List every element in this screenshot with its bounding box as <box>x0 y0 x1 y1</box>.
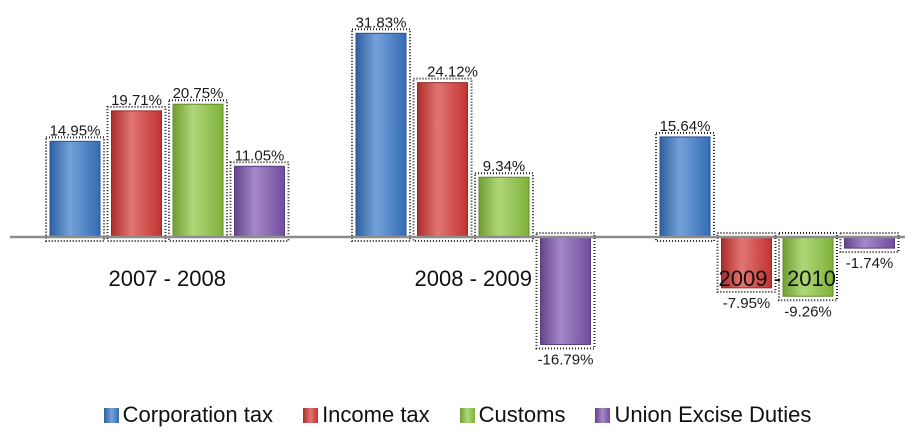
data-label-corporation-tax-1: 14.95% <box>50 122 101 139</box>
data-label-customs-3: -9.26% <box>784 303 832 320</box>
bar-corporation-tax-2 <box>355 32 407 238</box>
legend-item-corporation-tax: Corporation tax <box>103 402 274 428</box>
category-label-2: 2008 - 2009 <box>415 266 532 291</box>
bar-shadow <box>412 77 473 242</box>
bar-shadow <box>716 232 777 293</box>
data-label-income-tax-3: -7.95% <box>723 295 771 312</box>
legend-label-corporation-tax: Corporation tax <box>122 402 274 427</box>
bar-shadow <box>839 232 900 254</box>
bar-shadow <box>655 131 715 243</box>
bar-income-tax-1 <box>111 110 162 238</box>
data-label-corporation-tax-2: 31.83% <box>356 14 407 31</box>
legend-label-customs: Customs <box>478 402 566 427</box>
category-label-1: 2007 - 2008 <box>109 266 226 291</box>
bar-corporation-tax-1 <box>49 140 101 238</box>
bar-shadow <box>229 161 290 242</box>
data-label-union-excise-duties-2: -16.79% <box>538 351 594 368</box>
legend-swatch-income-tax <box>303 407 319 423</box>
legend-swatch-corporation-tax <box>103 407 119 423</box>
data-label-customs-2: 9.34% <box>483 158 526 175</box>
legend-swatch-union-excise-duties <box>595 407 611 423</box>
bar-union-excise-duties-1 <box>234 165 285 238</box>
bar-union-excise-duties-2 <box>540 236 591 345</box>
bar-corporation-tax-3 <box>659 136 711 238</box>
data-label-union-excise-duties-1: 11.05% <box>235 147 285 164</box>
bar-customs-1 <box>172 103 224 238</box>
category-label-3: 2009 - 2010 <box>719 266 836 291</box>
bar-customs-3 <box>782 236 834 297</box>
bar-customs-2 <box>478 176 530 238</box>
bar-shadow <box>778 232 838 302</box>
bar-shadow <box>168 99 228 242</box>
legend-item-customs: Customs <box>459 402 566 428</box>
data-label-income-tax-2: 24.12% <box>427 64 478 81</box>
bar-union-excise-duties-3 <box>844 236 895 249</box>
data-label-corporation-tax-3: 15.64% <box>660 118 711 135</box>
legend-label-union-excise-duties: Union Excise Duties <box>614 402 812 427</box>
bars-layer <box>45 28 900 350</box>
legend: Corporation tax Income tax Customs Union… <box>0 402 915 428</box>
bar-chart: 2007 - 2008 2008 - 2009 2009 - 2010 14.95% 1… <box>10 14 905 368</box>
bar-income-tax-2 <box>417 82 468 238</box>
labels-layer: 2007 - 2008 2008 - 2009 2009 - 2010 14.95% 1… <box>50 14 894 368</box>
data-label-income-tax-1: 19.71% <box>111 92 162 109</box>
legend-swatch-customs <box>459 407 475 423</box>
legend-label-income-tax: Income tax <box>322 402 430 427</box>
legend-item-union-excise-duties: Union Excise Duties <box>595 402 811 428</box>
data-label-customs-1: 20.75% <box>173 85 224 102</box>
legend-item-income-tax: Income tax <box>303 402 430 428</box>
data-label-union-excise-duties-3: -1.74% <box>846 255 894 272</box>
